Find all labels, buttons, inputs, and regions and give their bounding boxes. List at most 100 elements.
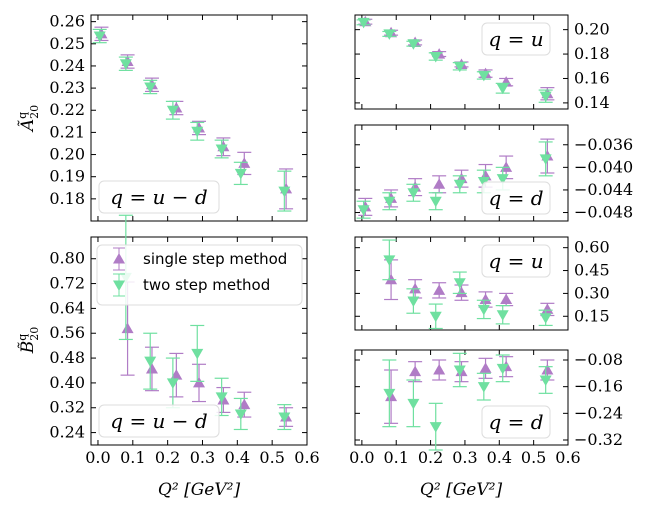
x-tick-label: 0.6 <box>555 448 580 467</box>
two-step-point <box>215 144 228 156</box>
two-step-point <box>357 205 370 216</box>
two-step-point <box>191 126 204 138</box>
y-tick-label: 0.24 <box>49 423 85 442</box>
two-step-point <box>144 356 157 368</box>
single-step-point <box>193 376 205 388</box>
legend-two-label: two step method <box>143 276 270 294</box>
y-tick-label: 0.20 <box>49 145 85 164</box>
single-step-point <box>433 178 446 189</box>
y-tick-label: 0.64 <box>49 298 85 317</box>
y-axis-title-B: B̃q20 <box>16 327 41 355</box>
single-step-point <box>170 369 183 380</box>
legend-single-label: single step method <box>143 250 287 268</box>
y-tick-label: 0.26 <box>49 12 85 31</box>
y-tick-label: −0.32 <box>574 430 623 449</box>
two-step-point <box>166 105 179 117</box>
y-tick-label: 0.18 <box>574 44 610 63</box>
panel-A-umd: 0.18 0.19 0.20 0.21 0.22 0.23 0.24 0.25 0.26 q = … <box>49 12 308 222</box>
x-tick-label: 0.3 <box>190 448 215 467</box>
two-step-point <box>144 82 157 93</box>
x-tick-label: 0.0 <box>349 448 374 467</box>
legend-box <box>96 244 303 306</box>
annotation-label: q = u − d <box>110 409 207 433</box>
annotation-box <box>98 180 220 214</box>
annotation-box <box>481 405 551 439</box>
single-step-point <box>238 398 251 410</box>
two-step-point <box>429 422 442 433</box>
two-step-point <box>477 382 490 393</box>
two-step-point <box>278 186 291 198</box>
two-step-point <box>191 348 204 360</box>
panel-frame <box>354 124 569 222</box>
two-step-point <box>407 188 420 199</box>
y-tick-label: 0.24 <box>49 56 85 75</box>
two-step-point <box>453 61 466 73</box>
x-tick-label: 0.4 <box>225 448 250 467</box>
x-axis-title-right: Q² [GeV²] <box>420 480 503 500</box>
y-tick-label: 0.14 <box>574 93 610 112</box>
y-tick-label: 0.25 <box>49 34 85 53</box>
panel-B-umd: 0.0 0.1 0.2 0.3 0.4 0.5 0.6 0.24 0.32 0.40 0.48 0.5… <box>49 214 320 467</box>
annotation-box <box>98 404 220 438</box>
two-step-point <box>539 375 552 386</box>
two-step-point <box>477 176 490 188</box>
two-step-point <box>496 363 509 375</box>
y-tick-label: 0.15 <box>574 306 610 325</box>
two-step-point <box>453 278 466 289</box>
single-step-point <box>479 293 492 305</box>
x-tick-label: 0.5 <box>521 448 546 467</box>
y-tick-label: 0.80 <box>49 249 85 268</box>
x-tick-label: 0.2 <box>155 448 180 467</box>
panel-frame <box>90 236 308 446</box>
x-tick-label: 0.1 <box>383 448 408 467</box>
y-tick-label: 0.72 <box>49 274 85 293</box>
annotation-label: q = u <box>488 249 543 273</box>
two-step-point <box>539 313 552 324</box>
single-step-point <box>145 362 158 374</box>
y-tick-label: 0.18 <box>49 189 85 208</box>
y-tick-label: 0.60 <box>574 238 610 257</box>
single-step-point <box>500 293 513 305</box>
panel-B-d: 0.0 0.1 0.2 0.3 0.4 0.5 0.6−0.32 −0.24 −0.16 −0.0… <box>349 349 623 467</box>
x-tick-label: 0.5 <box>259 448 284 467</box>
two-step-point <box>453 365 466 376</box>
annotation-box <box>481 244 551 278</box>
y-tick-label: −0.08 <box>574 350 623 369</box>
two-step-point <box>383 255 396 266</box>
annotation-label: q = d <box>488 186 543 210</box>
single-step-point <box>479 362 492 373</box>
two-step-point <box>119 59 132 70</box>
legend-single-marker <box>113 253 125 264</box>
y-tick-label: 0.32 <box>49 398 85 417</box>
y-axis-title-B-base: B̃ <box>18 341 38 355</box>
single-step-point <box>541 364 554 375</box>
x-tick-label: 0.4 <box>487 448 512 467</box>
x-tick-label: 0.0 <box>85 448 110 467</box>
two-step-point <box>496 174 509 185</box>
single-step-point <box>541 303 554 314</box>
two-step-point <box>429 196 442 208</box>
single-step-point <box>121 322 134 334</box>
panel-frame <box>354 236 569 331</box>
two-step-point <box>407 296 420 308</box>
two-step-point <box>496 83 509 95</box>
panel-frame <box>90 14 308 222</box>
single-step-point <box>455 286 468 298</box>
two-step-point <box>539 154 552 165</box>
single-step-point <box>433 364 446 375</box>
two-step-point <box>278 412 291 424</box>
two-step-point <box>383 196 396 208</box>
two-step-point <box>496 310 509 321</box>
two-step-point <box>539 91 552 103</box>
y-tick-label: −0.044 <box>574 180 633 199</box>
x-tick-label: 0.2 <box>418 448 443 467</box>
y-axis-title-A-base: Ã <box>17 119 38 133</box>
two-step-point <box>383 29 396 40</box>
single-step-point <box>433 284 446 295</box>
annotation-box <box>481 22 551 56</box>
two-step-point <box>453 179 466 191</box>
two-step-point <box>429 311 442 323</box>
two-step-point <box>234 409 247 420</box>
two-step-point <box>477 304 490 316</box>
